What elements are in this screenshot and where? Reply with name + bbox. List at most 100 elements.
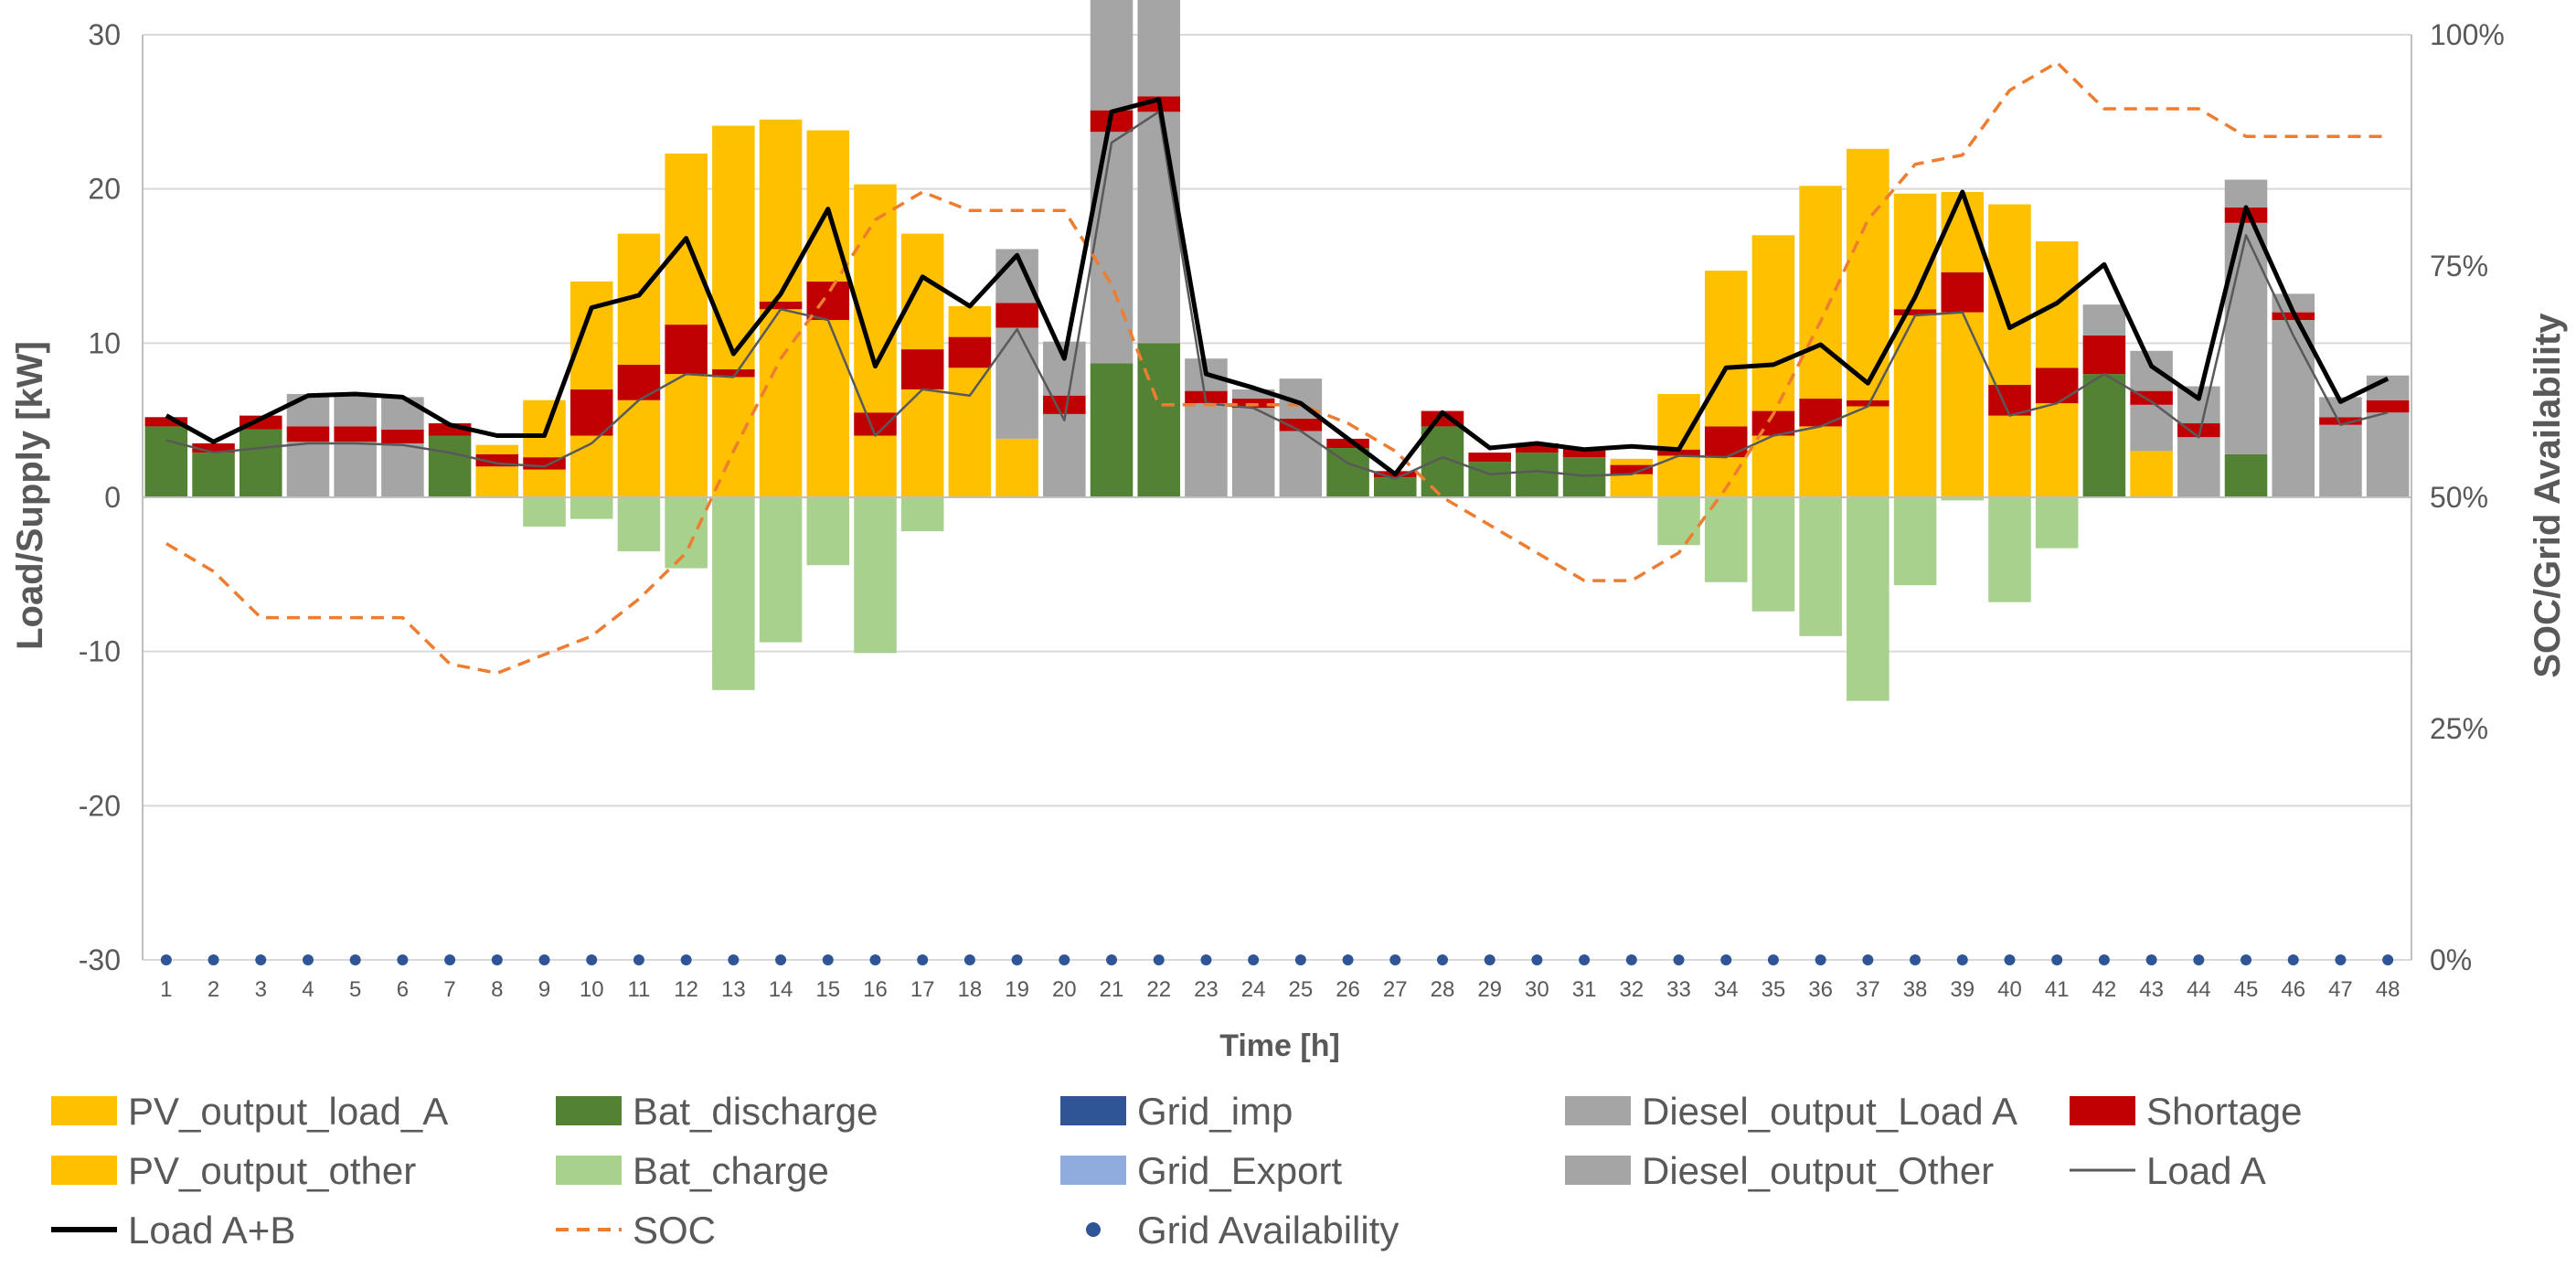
marker-grid-availability [349,954,361,965]
x-tick-label: 25 [1289,977,1314,1002]
bar-pv-output-load-a [569,435,613,497]
bar-diesel-output-other [381,397,424,430]
marker-grid-availability [2051,954,2063,965]
bar-bat-discharge [1516,453,1559,497]
bar-pv-output-load-a [806,320,850,497]
legend-swatch [1565,1096,1631,1125]
bar-shortage [144,417,188,427]
bar-diesel-output-other [2224,179,2268,208]
x-tick-label: 39 [1950,977,1975,1002]
y2-tick-label: 100% [2430,18,2505,51]
bar-shortage [1847,400,1889,407]
x-tick-label: 34 [1714,977,1739,1002]
x-tick-label: 15 [815,977,840,1002]
bar-diesel-output-other [1090,0,1134,111]
x-tick-label: 13 [721,977,746,1002]
bar-pv-output-load-a [1941,312,1985,497]
x-tick-label: 9 [538,977,550,1002]
marker-grid-availability [1531,954,1543,965]
bar-shortage [286,426,330,442]
bar-bat-discharge [2224,453,2268,497]
bar-shortage [1988,384,2031,416]
marker-grid-availability [1484,954,1496,965]
legend-swatch [1086,1222,1101,1237]
legend-item-shortage: Shortage [2070,1090,2302,1133]
bar-bat-charge [569,497,613,519]
bar-shortage [1468,453,1511,463]
x-tick-label: 36 [1808,977,1833,1002]
y-tick-label: 20 [88,173,121,206]
bar-pv-output-other [1751,235,1795,411]
bar-diesel-output-other [2319,397,2362,418]
legend-label: Load A+B [128,1209,295,1252]
bar-pv-output-load-a [1751,435,1795,497]
axes [142,35,2412,960]
bar-pv-output-load-a [854,435,897,497]
bar-diesel-output-load-a [1185,403,1228,497]
bar-pv-output-other [569,281,613,389]
y-axis-ticks: 30 20 10 0 -10 -20 -30 [79,18,121,976]
bar-pv-output-load-a [900,389,944,497]
marker-grid-availability [1153,954,1165,965]
bar-shortage [900,349,944,389]
marker-grid-availability [2335,954,2347,965]
bar-pv-output-load-a [2035,403,2079,497]
bar-bat-charge [617,497,661,552]
y-tick-label: 30 [88,18,121,51]
bar-bat-discharge [192,453,235,497]
grid-availability-markers [160,954,2394,965]
marker-grid-availability [1294,954,1306,965]
bar-diesel-output-load-a [286,442,330,497]
bar-pv-output-load-a [1847,406,1889,497]
bar-pv-output-other [523,400,566,458]
marker-grid-availability [397,954,409,965]
x-tick-label: 47 [2328,977,2353,1002]
marker-grid-availability [2098,954,2110,965]
x-tick-label: 18 [958,977,983,1002]
x-tick-label: 8 [491,977,503,1002]
bar-pv-output-other [1847,148,1889,400]
bar-shortage [712,369,755,378]
bar-diesel-output-load-a [1043,413,1086,497]
marker-grid-availability [680,954,692,965]
legend-item-grid-availability: Grid Availability [1086,1209,1399,1252]
y-tick-label: -10 [79,635,121,668]
x-tick-label: 23 [1194,977,1219,1002]
bar-bat-charge [1988,497,2031,602]
y-tick-label: -20 [79,789,121,822]
legend: PV_output_load_A Bat_discharge Grid_imp Die… [51,1090,2302,1252]
line-load-a [165,111,2389,481]
marker-grid-availability [1720,954,1732,965]
bar-shortage [995,303,1038,328]
line-load-a-b [165,97,2390,477]
bar-bat-discharge [1326,448,1369,497]
bar-pv-output-other [475,444,519,454]
bar-bat-discharge [2082,374,2126,497]
marker-grid-availability [302,954,314,965]
bar-bat-discharge [240,429,282,497]
marker-grid-availability [160,954,172,965]
legend-label: Diesel_output_Other [1642,1149,1994,1192]
bar-shortage [617,364,661,400]
bar-pv-output-load-a [995,438,1038,497]
x-tick-label: 40 [1997,977,2022,1002]
bar-bat-charge [806,497,850,566]
x-tick-label: 17 [910,977,935,1002]
x-tick-label: 46 [2281,977,2305,1002]
bar-pv-output-load-a [1799,426,1842,497]
legend-label: Shortage [2146,1090,2302,1133]
marker-grid-availability [822,954,834,965]
legend-swatch [1060,1156,1126,1185]
bar-diesel-output-load-a [2319,424,2362,497]
bar-pv-output-load-a [712,377,755,497]
bar-bat-charge [712,497,755,690]
bar-pv-output-load-a [2130,451,2173,497]
bar-shortage [759,301,803,310]
bar-pv-output-load-a [475,466,519,497]
marker-grid-availability [1011,954,1023,965]
x-tick-label: 45 [2234,977,2259,1002]
x-tick-label: 33 [1666,977,1691,1002]
bar-diesel-output-load-a [381,442,424,497]
bar-bat-discharge [1090,363,1134,497]
